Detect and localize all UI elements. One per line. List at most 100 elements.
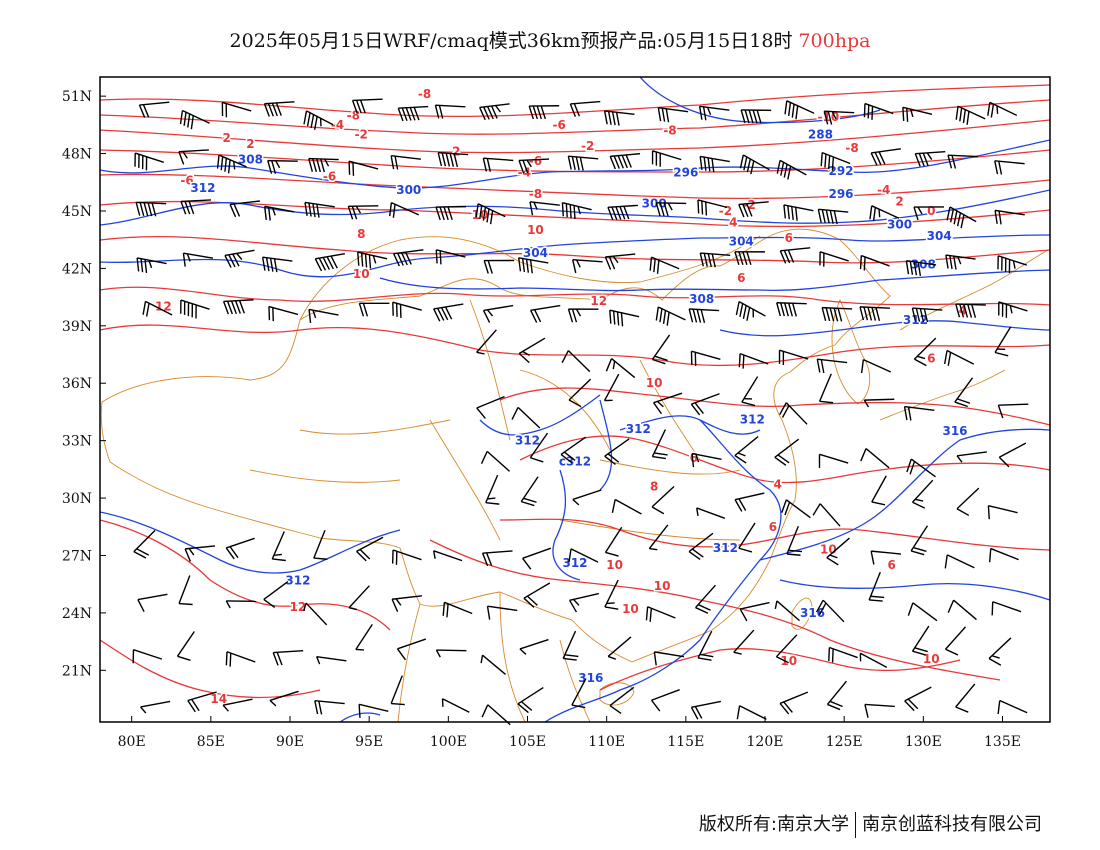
wind-barb	[569, 100, 601, 117]
wind-barb	[651, 334, 671, 365]
wind-barb	[479, 103, 510, 121]
wind-barb	[907, 602, 938, 622]
wind-barb	[216, 154, 247, 174]
temperature-contour-label: -8	[347, 108, 360, 122]
wind-barb	[272, 650, 304, 666]
height-contour-label: 300	[396, 183, 421, 197]
temperature-contour-label: 14	[210, 692, 227, 706]
wind-barb	[180, 299, 210, 319]
wind-barb	[688, 532, 714, 561]
wind-barb	[225, 537, 255, 560]
wind-barb	[826, 680, 848, 711]
wind-barb	[815, 599, 845, 623]
wind-barb	[943, 349, 975, 366]
wind-barb	[263, 101, 295, 117]
wind-barb	[134, 152, 164, 171]
credit-university: 版权所有:南京大学	[698, 814, 849, 835]
wind-barb	[609, 686, 635, 715]
wind-barb	[569, 592, 599, 613]
wind-barb	[485, 474, 500, 505]
lat-tick-label: 42N	[62, 261, 92, 277]
height-contour-label: 316	[578, 671, 603, 685]
wind-barb	[528, 105, 560, 120]
wind-barb	[738, 201, 769, 218]
wind-barb	[184, 545, 216, 562]
wind-barb	[355, 624, 373, 651]
wind-barb	[518, 337, 546, 364]
wind-barb	[870, 148, 901, 166]
temperature-contour-label: -6	[180, 173, 193, 187]
wind-barb	[733, 629, 755, 655]
lon-tick-label: 115E	[667, 734, 704, 750]
china-border	[100, 228, 891, 663]
wind-barb	[263, 580, 289, 609]
copyright-credit: 版权所有:南京大学 南京创蓝科技有限公司	[699, 810, 1042, 838]
wind-barb	[176, 631, 195, 661]
wind-barb	[699, 252, 731, 268]
wind-barb	[779, 402, 808, 425]
wind-barb	[863, 102, 894, 120]
temperature-contour-label: 8	[650, 480, 658, 494]
temperature-contour-label: 6	[769, 520, 777, 534]
wind-barb	[529, 432, 549, 463]
wind-barb	[648, 524, 669, 551]
wind-barb	[482, 304, 514, 323]
wind-barb	[138, 101, 170, 118]
wind-barb	[911, 479, 934, 509]
wind-barb	[913, 206, 945, 221]
height-contour-label: c312	[559, 455, 591, 469]
lat-tick-label: 33N	[62, 434, 92, 450]
wind-barb	[786, 526, 803, 556]
height-contour-label: 312	[285, 573, 310, 587]
wind-barb	[955, 303, 986, 318]
wind-barb	[568, 548, 599, 563]
credit-separator	[855, 812, 856, 838]
wind-barb	[390, 155, 422, 170]
wind-barb	[738, 352, 769, 369]
wind-barb	[954, 377, 974, 408]
wind-barb	[568, 378, 592, 408]
height-contour-label: 312	[740, 413, 765, 427]
wind-barb	[869, 205, 900, 222]
wind-barb	[690, 350, 721, 366]
wind-barb	[303, 110, 334, 130]
pressure-level: 700hpa	[798, 30, 871, 52]
wind-barb	[511, 406, 541, 429]
wind-barb	[136, 257, 167, 274]
wind-barb	[859, 306, 891, 321]
wind-barb	[560, 436, 587, 464]
wind-barb	[567, 308, 599, 323]
wind-barb	[698, 105, 730, 121]
wind-barb	[261, 256, 293, 273]
wind-barb	[860, 358, 891, 374]
wind-barb	[357, 251, 388, 269]
wind-barb	[518, 257, 549, 274]
wind-barb	[994, 326, 1012, 357]
wind-barb	[486, 605, 518, 620]
wind-barb	[649, 256, 680, 274]
wind-barb	[779, 247, 811, 264]
wind-barb	[696, 507, 726, 519]
wind-barb	[393, 249, 424, 267]
height-contour-label: 316	[942, 424, 967, 438]
wind-barb	[222, 698, 253, 712]
wind-barb	[987, 504, 1018, 520]
lat-tick-label: 48N	[62, 147, 92, 163]
wind-barb	[132, 649, 163, 664]
wind-barb	[133, 529, 156, 559]
wind-barb	[271, 531, 286, 562]
wind-barb	[784, 100, 815, 120]
wind-barb	[392, 301, 422, 318]
wind-barb	[225, 600, 257, 609]
wind-barb	[914, 150, 946, 167]
wind-barb	[347, 205, 379, 220]
temperature-contour-label: 2	[452, 145, 460, 159]
wind-barb	[358, 302, 390, 317]
wind-barb	[956, 487, 980, 517]
wind-barb	[314, 252, 345, 272]
temperature-contour-label: 0	[927, 204, 935, 218]
temperature-contour-label: 8	[357, 227, 365, 241]
wind-barb	[603, 110, 635, 126]
wind-barb	[738, 522, 756, 553]
